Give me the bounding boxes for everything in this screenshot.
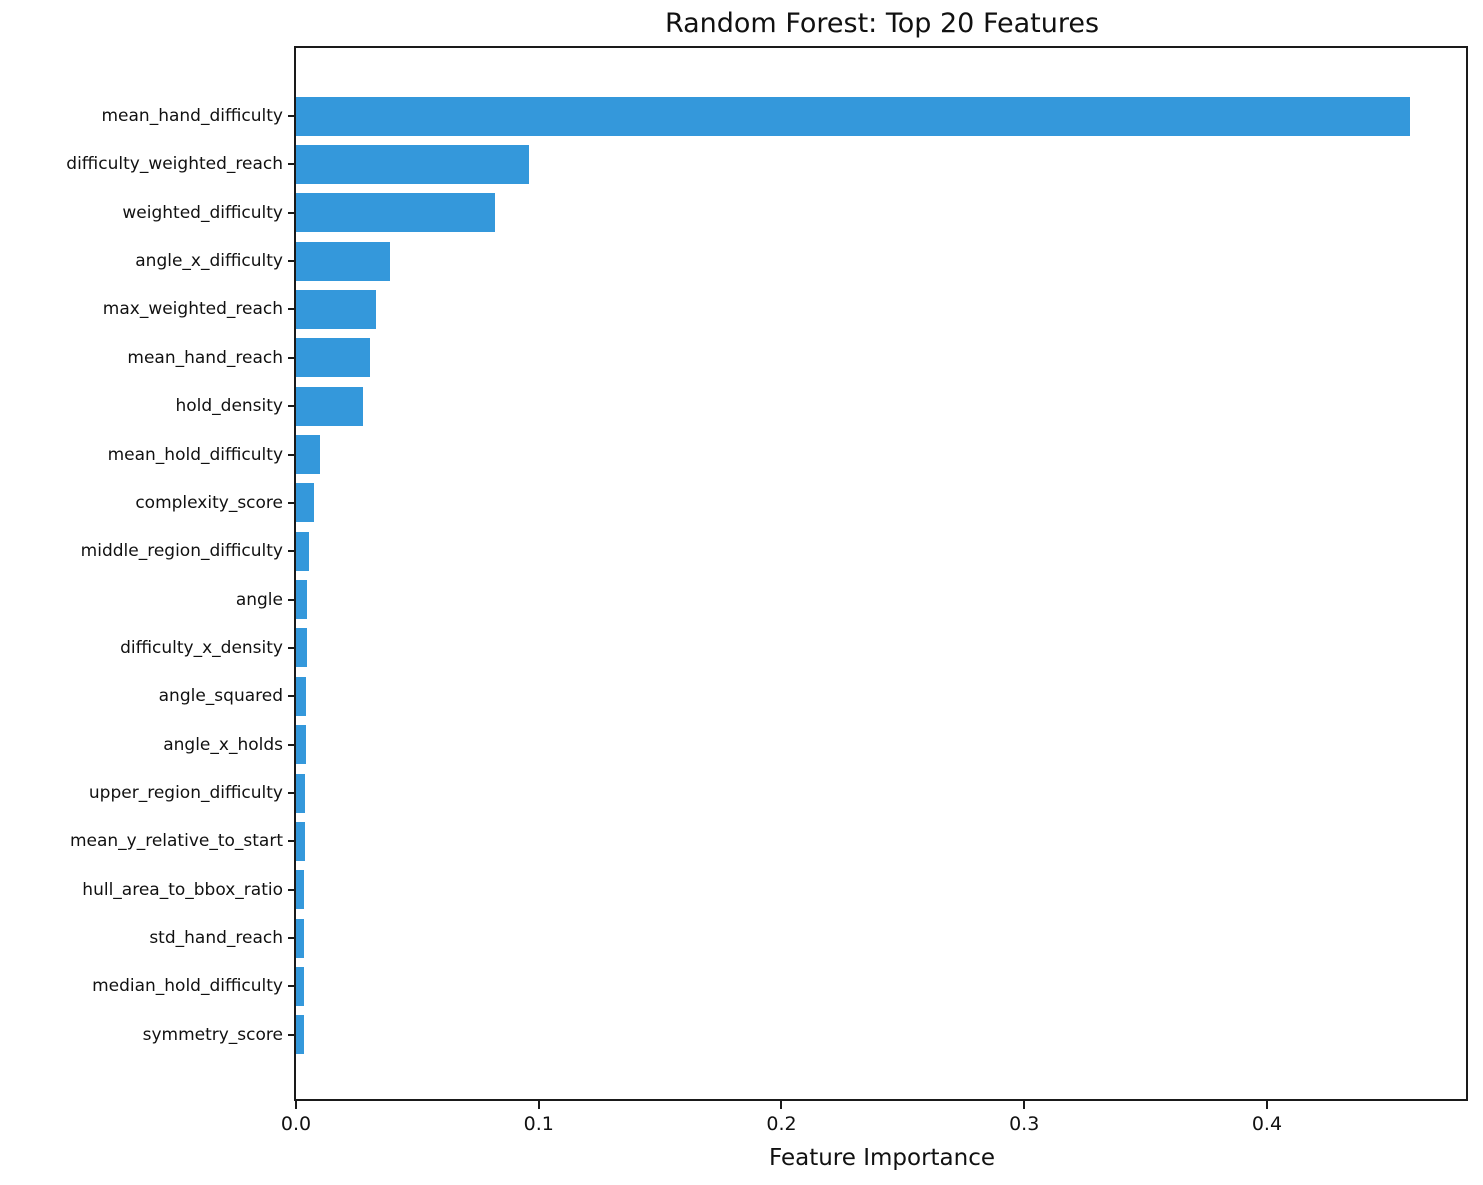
y-tick — [288, 888, 296, 891]
x-axis-label: Feature Importance — [768, 1145, 996, 1171]
x-tick-label: 0.1 — [523, 1113, 554, 1135]
y-tick-label: max_weighted_reach — [102, 299, 283, 320]
bar — [296, 241, 390, 281]
bar — [296, 580, 308, 620]
y-tick-label: std_hand_reach — [149, 928, 283, 949]
bar — [296, 435, 320, 475]
y-tick — [288, 840, 296, 843]
bar — [296, 531, 310, 571]
y-tick-label: difficulty_x_density — [120, 637, 283, 658]
y-tick-label: median_hold_difficulty — [92, 976, 283, 997]
y-tick-label: angle_squared — [158, 686, 283, 707]
bar — [296, 338, 370, 378]
bar — [296, 773, 306, 813]
y-tick — [288, 550, 296, 553]
x-tick-label: 0.0 — [280, 1113, 312, 1135]
y-tick-label: mean_hold_difficulty — [107, 444, 283, 465]
bar — [296, 966, 304, 1006]
bar — [296, 676, 307, 716]
y-tick-label: angle_x_holds — [163, 734, 283, 755]
bar — [296, 144, 530, 184]
bar — [296, 628, 307, 668]
y-tick — [288, 743, 296, 746]
x-tick — [295, 1101, 297, 1109]
bar — [296, 725, 306, 765]
y-tick-label: difficulty_weighted_reach — [66, 154, 283, 175]
y-tick — [288, 598, 296, 601]
bar — [296, 483, 314, 523]
y-tick-label: middle_region_difficulty — [80, 541, 283, 562]
y-tick-label: angle — [235, 589, 283, 610]
y-tick-label: weighted_difficulty — [122, 202, 283, 223]
plot-area — [294, 46, 1468, 1101]
y-tick — [288, 453, 296, 456]
y-tick-label: upper_region_difficulty — [88, 783, 283, 804]
y-tick — [288, 115, 296, 117]
y-tick-label: hull_area_to_bbox_ratio — [82, 879, 283, 900]
x-tick-label: 0.3 — [1009, 1113, 1040, 1135]
bar — [296, 1015, 304, 1055]
bar — [296, 386, 363, 426]
y-tick — [288, 792, 296, 795]
y-tick — [288, 260, 296, 263]
y-tick-label: mean_hand_reach — [127, 347, 283, 368]
y-tick — [288, 308, 296, 311]
x-tick-label: 0.4 — [1251, 1113, 1283, 1135]
y-tick-label: symmetry_score — [142, 1024, 283, 1045]
x-tick — [780, 1101, 783, 1109]
x-tick-label: 0.2 — [766, 1113, 797, 1135]
bar — [296, 918, 305, 958]
bar — [296, 193, 496, 233]
y-tick — [288, 211, 296, 214]
bar — [296, 870, 305, 910]
bar — [296, 821, 305, 861]
y-tick — [288, 501, 296, 504]
y-tick — [288, 937, 296, 940]
x-tick — [1023, 1101, 1026, 1109]
y-tick — [288, 405, 296, 408]
bar — [296, 96, 1411, 136]
x-tick — [537, 1101, 540, 1109]
chart-title: Random Forest: Top 20 Features — [664, 8, 1100, 39]
y-tick — [288, 985, 296, 988]
y-tick — [288, 163, 296, 166]
y-tick-label: complexity_score — [135, 492, 283, 513]
y-tick — [288, 695, 296, 698]
y-tick-label: mean_y_relative_to_start — [69, 831, 283, 852]
y-tick-label: angle_x_difficulty — [135, 251, 283, 272]
y-tick — [288, 356, 296, 359]
x-tick — [1265, 1101, 1268, 1109]
bar — [296, 289, 376, 329]
y-tick-label: hold_density — [175, 396, 283, 417]
y-tick — [288, 1033, 296, 1036]
y-tick — [288, 646, 296, 649]
y-tick-label: mean_hand_difficulty — [101, 106, 284, 126]
